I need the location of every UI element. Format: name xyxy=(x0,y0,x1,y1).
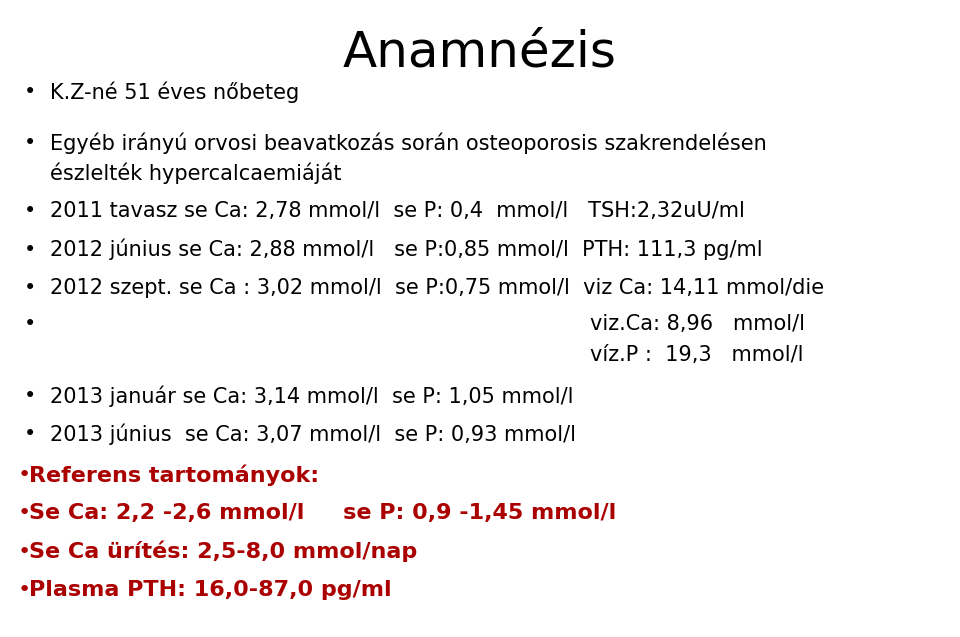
Text: 2011 tavasz se Ca: 2,78 mmol/l  se P: 0,4  mmol/l   TSH:2,32uU/ml: 2011 tavasz se Ca: 2,78 mmol/l se P: 0,4… xyxy=(50,201,745,222)
Text: Referens tartományok:: Referens tartományok: xyxy=(29,464,319,486)
Text: K.Z-né 51 éves nőbeteg: K.Z-né 51 éves nőbeteg xyxy=(50,82,300,103)
Text: •: • xyxy=(24,386,36,406)
Text: Se Ca ürítés: 2,5-8,0 mmol/nap: Se Ca ürítés: 2,5-8,0 mmol/nap xyxy=(29,541,417,562)
Text: •: • xyxy=(24,240,36,260)
Text: Anamnézis: Anamnézis xyxy=(343,29,617,76)
Text: •: • xyxy=(17,541,31,562)
Text: •: • xyxy=(24,133,36,154)
Text: •: • xyxy=(24,82,36,103)
Text: 2012 szept. se Ca : 3,02 mmol/l  se P:0,75 mmol/l  viz Ca: 14,11 mmol/die: 2012 szept. se Ca : 3,02 mmol/l se P:0,7… xyxy=(50,278,824,298)
Text: •: • xyxy=(17,503,31,524)
Text: •: • xyxy=(17,465,31,485)
Text: viz.Ca: 8,96   mmol/l: viz.Ca: 8,96 mmol/l xyxy=(590,313,805,334)
Text: Se Ca: 2,2 -2,6 mmol/l     se P: 0,9 -1,45 mmol/l: Se Ca: 2,2 -2,6 mmol/l se P: 0,9 -1,45 m… xyxy=(29,503,616,524)
Text: •: • xyxy=(24,313,36,334)
Text: víz.P :  19,3   mmol/l: víz.P : 19,3 mmol/l xyxy=(590,345,804,365)
Text: észlelték hypercalcaemiáját: észlelték hypercalcaemiáját xyxy=(50,162,342,184)
Text: •: • xyxy=(17,580,31,600)
Text: •: • xyxy=(24,424,36,445)
Text: Egyéb irányú orvosi beavatkozás során osteoporosis szakrendelésen: Egyéb irányú orvosi beavatkozás során os… xyxy=(50,132,767,154)
Text: 2013 június  se Ca: 3,07 mmol/l  se P: 0,93 mmol/l: 2013 június se Ca: 3,07 mmol/l se P: 0,9… xyxy=(50,424,576,445)
Text: •: • xyxy=(24,278,36,298)
Text: 2013 január se Ca: 3,14 mmol/l  se P: 1,05 mmol/l: 2013 január se Ca: 3,14 mmol/l se P: 1,0… xyxy=(50,385,573,407)
Text: Plasma PTH: 16,0-87,0 pg/ml: Plasma PTH: 16,0-87,0 pg/ml xyxy=(29,580,392,600)
Text: 2012 június se Ca: 2,88 mmol/l   se P:0,85 mmol/l  PTH: 111,3 pg/ml: 2012 június se Ca: 2,88 mmol/l se P:0,85… xyxy=(50,239,762,261)
Text: •: • xyxy=(24,201,36,222)
